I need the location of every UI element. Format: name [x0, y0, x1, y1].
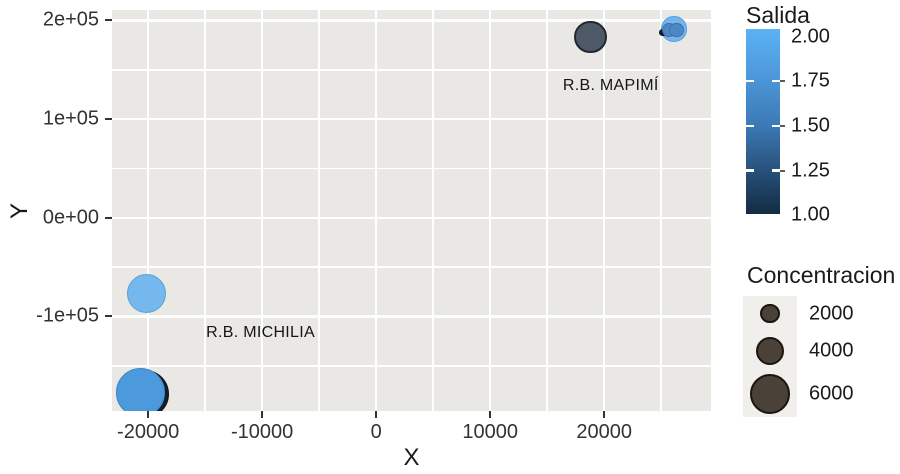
concentracion-legend-label: 2000 [809, 302, 854, 325]
y-axis-tick [105, 19, 112, 22]
salida-colorbar-outer-tick [780, 124, 785, 127]
data-point [115, 368, 165, 411]
grid-major-horizontal [111, 118, 712, 121]
x-axis-tick [489, 411, 492, 418]
salida-legend-title: Salida [746, 2, 810, 28]
grid-minor-horizontal [111, 167, 712, 170]
x-axis-tick-label: 0 [370, 421, 382, 443]
concentracion-legend-swatch [749, 373, 791, 415]
y-axis-title: Y [6, 202, 33, 220]
x-axis-tick-label: 10000 [462, 421, 518, 443]
grid-major-vertical [261, 10, 264, 411]
salida-colorbar-tick-label: 2.00 [791, 25, 830, 48]
y-axis-tick-label: 1e+05 [42, 107, 99, 130]
y-axis-tick [105, 118, 112, 121]
salida-colorbar-tick-label: 1.50 [791, 114, 830, 137]
concentracion-legend-label: 4000 [809, 339, 854, 362]
grid-major-horizontal [111, 315, 712, 318]
grid-minor-vertical [432, 10, 435, 411]
salida-colorbar-tick [771, 124, 780, 128]
y-axis-tick-label: 2e+05 [42, 8, 99, 31]
concentracion-legend-swatch [760, 304, 780, 324]
grid-major-vertical [375, 10, 378, 411]
salida-colorbar-tick [771, 80, 780, 83]
y-axis-tick-label: 0e+00 [42, 206, 99, 229]
grid-major-vertical [603, 10, 606, 411]
x-axis-tick [603, 411, 606, 418]
annotation-label: R.B. MAPIMÍ [562, 77, 659, 95]
annotation-label: R.B. MICHILIA [206, 323, 315, 341]
salida-colorbar-tick [745, 124, 754, 128]
y-axis-tick [105, 315, 112, 318]
concentracion-legend-label: 6000 [809, 382, 854, 405]
salida-colorbar-outer-tick [780, 80, 785, 83]
grid-minor-horizontal [111, 364, 712, 367]
x-axis-tick-label: -20000 [117, 421, 180, 443]
salida-colorbar-tick-label: 1.75 [791, 69, 830, 92]
x-axis-tick-label: 20000 [576, 421, 632, 443]
y-axis-tick-label: -1e+05 [36, 304, 99, 327]
salida-colorbar [745, 29, 780, 214]
grid-major-horizontal [111, 19, 712, 22]
salida-colorbar-tick [771, 169, 780, 172]
data-point [574, 20, 607, 54]
grid-major-horizontal [111, 216, 712, 219]
plot-panel [111, 10, 712, 411]
grid-major-vertical [147, 10, 150, 411]
salida-colorbar-tick [745, 169, 754, 172]
grid-minor-vertical [204, 10, 207, 411]
grid-minor-vertical [318, 10, 321, 411]
data-point [127, 274, 167, 314]
grid-major-vertical [489, 10, 492, 411]
data-point [669, 22, 684, 38]
y-axis-tick [105, 216, 112, 219]
grid-minor-horizontal [111, 68, 712, 71]
salida-colorbar-tick-label: 1.25 [791, 159, 830, 181]
concentracion-legend-title: Concentracion [747, 262, 896, 288]
x-axis-tick [147, 411, 150, 418]
grid-minor-horizontal [111, 266, 712, 269]
salida-colorbar-tick-label: 1.00 [791, 203, 830, 226]
salida-colorbar-tick [745, 80, 754, 83]
grid-minor-vertical [546, 10, 549, 411]
x-axis-title: X [403, 444, 420, 471]
x-axis-tick [261, 411, 264, 418]
x-axis-tick [375, 411, 378, 418]
salida-colorbar-outer-tick [780, 169, 785, 172]
grid-minor-vertical [660, 10, 663, 411]
concentracion-legend-swatch [756, 337, 784, 366]
x-axis-tick-label: -10000 [231, 421, 294, 443]
